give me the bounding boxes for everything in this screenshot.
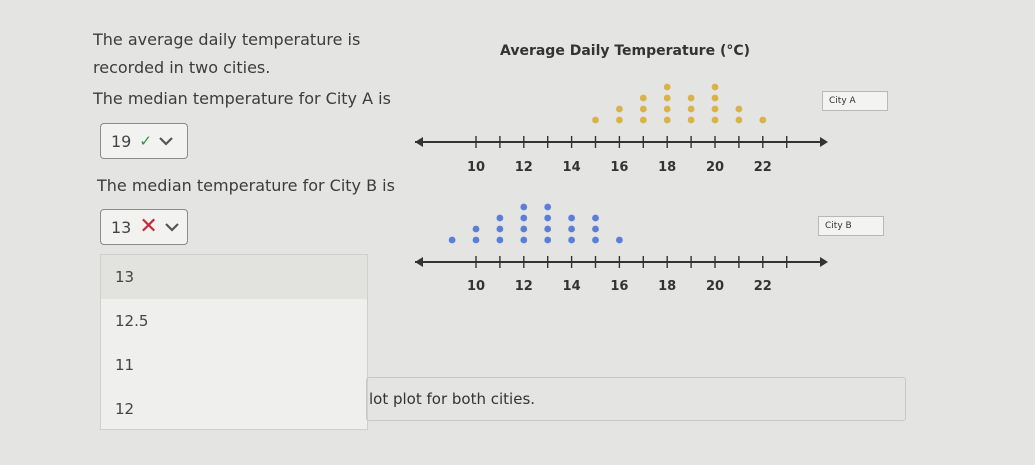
tick-label: 18 [658, 279, 676, 294]
data-point [711, 94, 719, 102]
data-point [496, 236, 504, 244]
data-point [687, 116, 695, 124]
prompt-city-b: The median temperature for City B is [97, 176, 395, 195]
tick-label: 14 [563, 279, 581, 294]
data-point [520, 225, 528, 233]
answer-value-city-b: 13 [111, 217, 132, 237]
data-point [520, 236, 528, 244]
tick-label: 16 [610, 279, 628, 294]
check-icon: ✓ [139, 132, 152, 150]
tick-label: 10 [467, 279, 485, 294]
data-point [735, 105, 743, 113]
data-point [568, 236, 575, 244]
data-point [592, 236, 599, 244]
data-point [663, 116, 671, 124]
legend-city-a: City A [822, 91, 888, 111]
data-point [735, 116, 743, 124]
data-point [520, 214, 528, 222]
data-point [544, 225, 552, 233]
cross-icon: ✕ [139, 214, 158, 239]
chevron-down-icon[interactable] [164, 221, 180, 233]
intro-text-line1: The average daily temperature is [93, 30, 361, 49]
legend-label-city-b: City B [825, 221, 852, 231]
hint-text-box: lot plot for both cities. [366, 377, 906, 421]
tick-label: 20 [706, 160, 724, 175]
data-point [687, 94, 695, 102]
data-point [592, 116, 599, 124]
data-point [520, 203, 528, 211]
data-point [616, 236, 623, 244]
dropdown-option[interactable]: 13 [101, 255, 367, 299]
data-point [568, 214, 575, 222]
data-point [711, 116, 719, 124]
data-point [663, 105, 671, 113]
prompt-city-a: The median temperature for City A is [93, 89, 391, 108]
data-point [687, 105, 695, 113]
data-point [639, 94, 647, 102]
tick-label: 22 [754, 279, 772, 294]
axis-arrow-right [820, 257, 828, 267]
data-point [544, 203, 552, 211]
data-point [639, 116, 647, 124]
intro-text-line2: recorded in two cities. [93, 58, 271, 77]
data-point [759, 116, 767, 124]
tick-label: 10 [467, 160, 485, 175]
data-point [639, 105, 647, 113]
data-point [711, 105, 719, 113]
data-point [496, 225, 504, 233]
tick-label: 20 [706, 279, 724, 294]
data-point [496, 214, 504, 222]
data-point [711, 83, 719, 91]
axis-arrow-left [415, 137, 423, 147]
dropdown-menu: 13 12.5 11 12 [100, 254, 368, 430]
dropdown-option[interactable]: 12.5 [115, 312, 149, 330]
data-point [544, 214, 552, 222]
axis-arrow-left [415, 257, 423, 267]
data-point [448, 236, 456, 244]
data-point [663, 94, 671, 102]
data-point [616, 116, 623, 124]
data-point [663, 83, 671, 91]
tick-label: 14 [563, 160, 581, 175]
data-point [544, 236, 552, 244]
chevron-down-icon[interactable] [158, 135, 174, 147]
tick-label: 22 [754, 160, 772, 175]
data-point [472, 236, 480, 244]
data-point [592, 214, 599, 222]
dropdown-option[interactable]: 12 [115, 400, 135, 418]
axis-arrow-right [820, 137, 828, 147]
tick-label: 12 [515, 279, 533, 294]
legend-label-city-a: City A [829, 96, 856, 106]
tick-label: 18 [658, 160, 676, 175]
answer-dropdown-city-b[interactable]: 13 ✕ [100, 209, 188, 245]
tick-label: 16 [610, 160, 628, 175]
dropdown-option[interactable]: 11 [115, 356, 135, 374]
data-point [616, 105, 623, 113]
data-point [472, 225, 480, 233]
data-point [568, 225, 575, 233]
data-point [592, 225, 599, 233]
hint-text: lot plot for both cities. [369, 390, 536, 408]
legend-city-b: City B [818, 216, 884, 236]
tick-label: 12 [515, 160, 533, 175]
chart-title: Average Daily Temperature (°C) [500, 43, 751, 59]
answer-dropdown-city-a[interactable]: 19 ✓ [100, 123, 188, 159]
answer-value-city-a: 19 [111, 131, 132, 151]
